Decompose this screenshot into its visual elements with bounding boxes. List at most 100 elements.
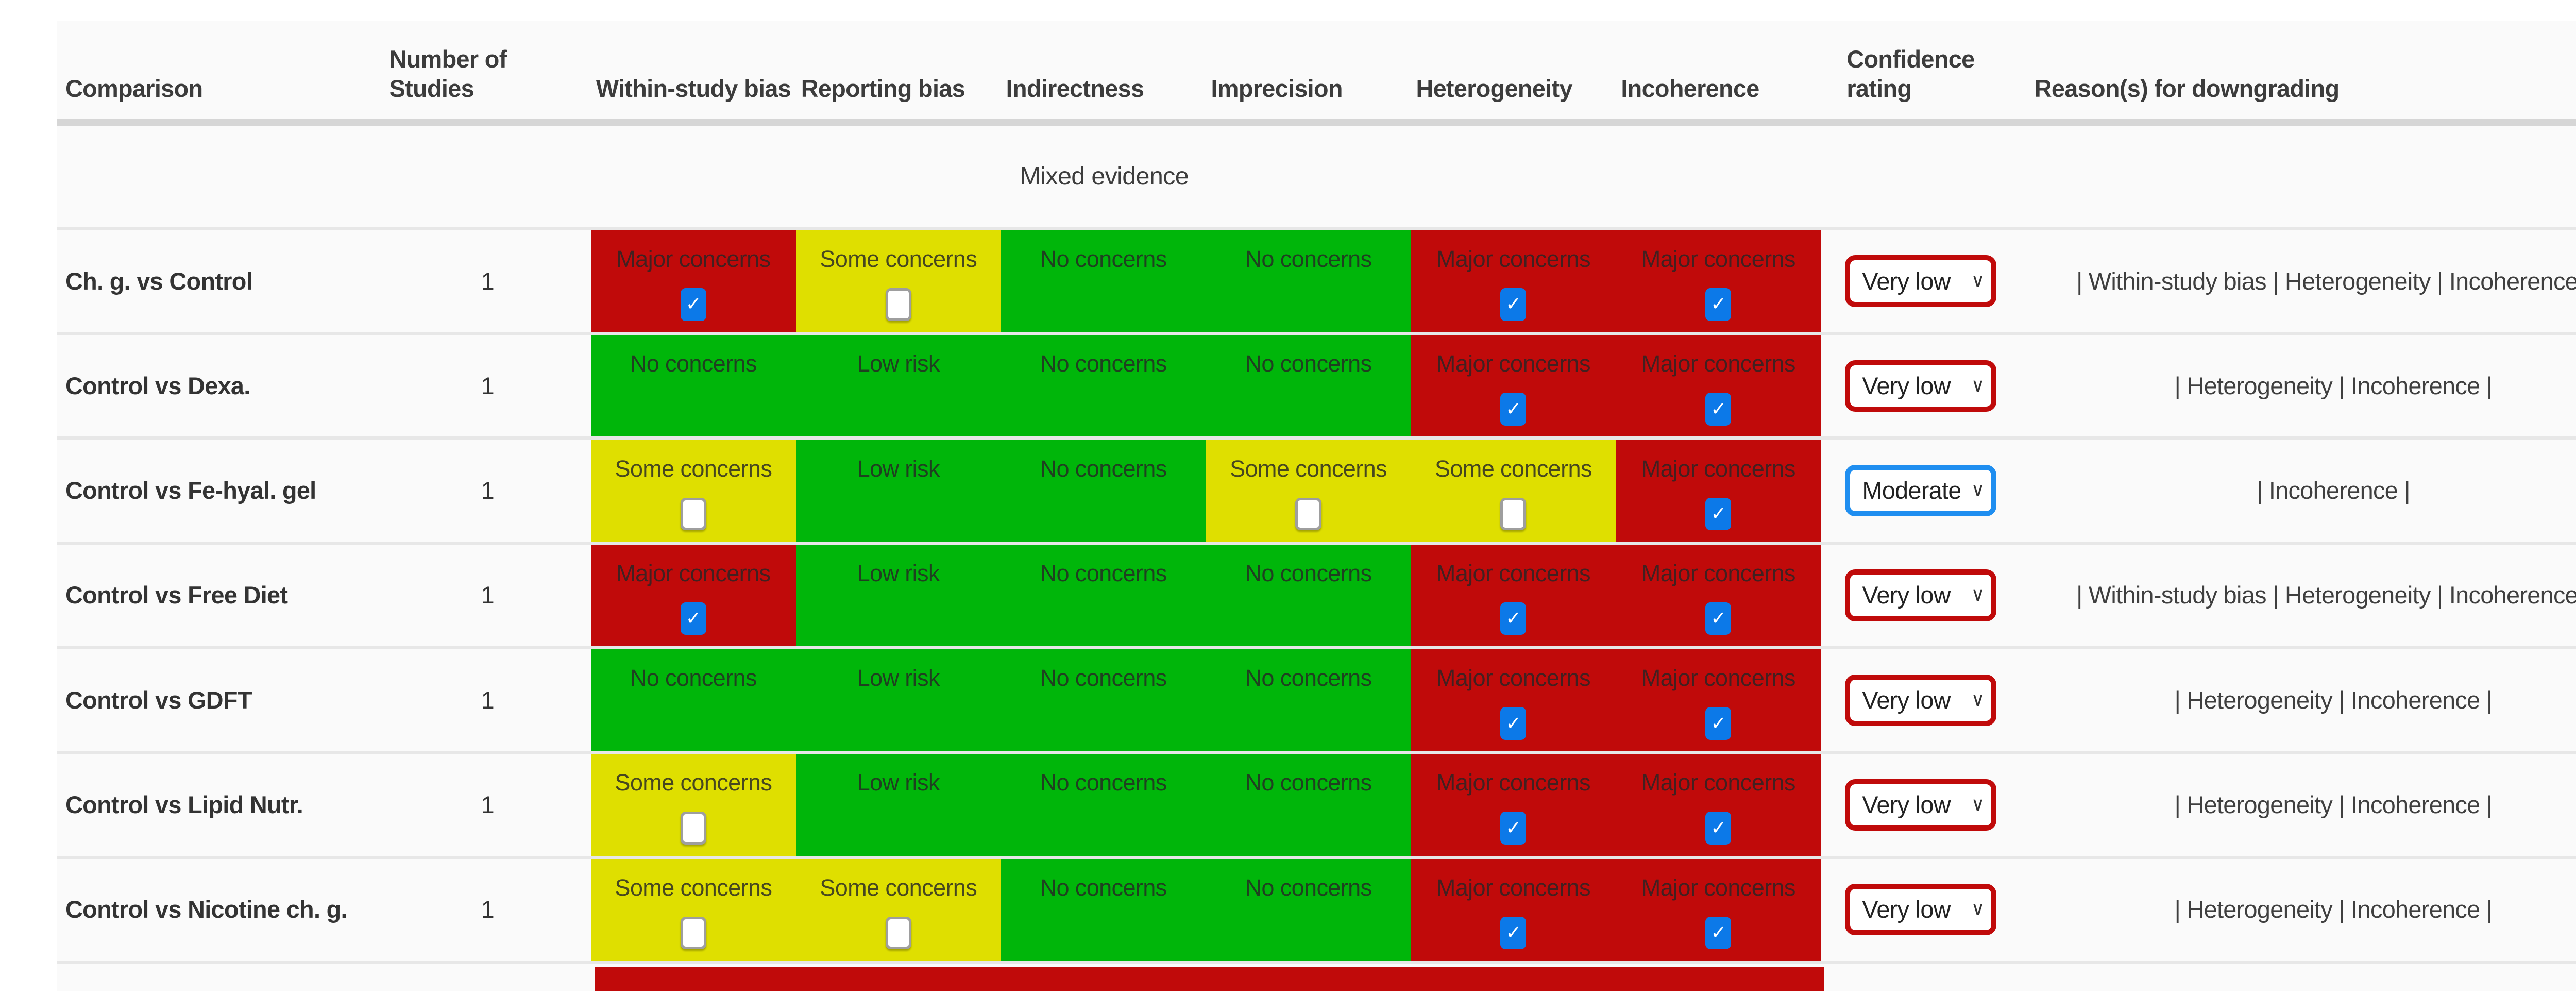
risk-label: Major concerns bbox=[1436, 769, 1591, 796]
domain-cell-within-study-bias: Some concerns bbox=[590, 440, 796, 542]
domain-cell-reporting-bias: Some concerns bbox=[795, 230, 1001, 332]
domain-cell-imprecision: No concerns bbox=[1206, 754, 1411, 856]
domain-cell-indirectness: No concerns bbox=[1001, 649, 1206, 751]
confidence-select[interactable]: Moderate bbox=[1845, 464, 1997, 517]
risk-label: No concerns bbox=[1040, 665, 1167, 692]
checkbox-checked[interactable] bbox=[1500, 812, 1527, 845]
confidence-select[interactable]: Very low bbox=[1845, 884, 1997, 936]
checkbox-checked[interactable] bbox=[1500, 916, 1527, 950]
risk-label: Major concerns bbox=[1641, 560, 1796, 586]
risk-label: Major concerns bbox=[1436, 246, 1591, 273]
checkbox-checked[interactable] bbox=[1500, 288, 1527, 321]
domain-cell-imprecision: No concerns bbox=[1206, 649, 1411, 751]
col-header-within-study-bias: Within-study bias bbox=[596, 75, 791, 102]
n-studies-cell: 1 bbox=[481, 791, 495, 818]
domain-cell-indirectness: No concerns bbox=[1001, 858, 1206, 961]
table-body: Ch. g. vs Control 1 Major concerns Some con… bbox=[57, 230, 2576, 964]
checkbox-unchecked[interactable] bbox=[1500, 497, 1527, 531]
comparison-cell: Control vs Lipid Nutr. bbox=[65, 791, 303, 818]
col-header-heterogeneity: Heterogeneity bbox=[1416, 75, 1572, 102]
risk-label: No concerns bbox=[1245, 350, 1372, 377]
checkbox-unchecked[interactable] bbox=[680, 916, 706, 950]
evidence-table: Comparison Number of Studies Within-stud… bbox=[57, 21, 2576, 991]
checkbox-unchecked[interactable] bbox=[1295, 497, 1321, 531]
col-header-reporting-bias: Reporting bias bbox=[801, 75, 965, 102]
col-header-indirectness: Indirectness bbox=[1006, 75, 1144, 102]
n-studies-cell: 1 bbox=[481, 372, 495, 399]
confidence-select[interactable]: Very low bbox=[1845, 674, 1997, 726]
risk-label: Some concerns bbox=[615, 769, 772, 796]
risk-label: No concerns bbox=[1245, 874, 1372, 901]
domain-cell-indirectness: No concerns bbox=[1001, 754, 1206, 856]
reasons-cell: | Incoherence | bbox=[2257, 477, 2411, 504]
checkbox-checked[interactable] bbox=[1705, 393, 1732, 426]
risk-label: No concerns bbox=[1040, 769, 1167, 796]
header-row: Comparison Number of Studies Within-stud… bbox=[57, 21, 2576, 126]
risk-label: No concerns bbox=[1040, 350, 1167, 377]
section-row: Mixed evidence bbox=[57, 126, 2576, 230]
risk-label: Major concerns bbox=[1641, 769, 1796, 796]
confidence-select-wrap: Very low bbox=[1845, 674, 1997, 726]
n-studies-cell: 1 bbox=[481, 267, 495, 295]
risk-label: Major concerns bbox=[1436, 874, 1591, 901]
risk-label: No concerns bbox=[1040, 560, 1167, 586]
comparison-cell: Control vs Fe-hyal. gel bbox=[65, 477, 316, 504]
domain-cell-reporting-bias: Low risk bbox=[795, 440, 1001, 542]
n-studies-cell: 1 bbox=[481, 686, 495, 714]
confidence-cell: Very low bbox=[1821, 754, 2013, 855]
risk-label: Some concerns bbox=[615, 874, 772, 901]
checkbox-checked[interactable] bbox=[680, 288, 706, 321]
checkbox-checked[interactable] bbox=[1705, 288, 1732, 321]
confidence-select-wrap: Very low bbox=[1845, 255, 1997, 307]
checkbox-checked[interactable] bbox=[1500, 707, 1527, 740]
checkbox-unchecked[interactable] bbox=[680, 497, 706, 531]
table-row: Ch. g. vs Control 1 Major concerns Some con… bbox=[57, 230, 2576, 335]
checkbox-unchecked[interactable] bbox=[680, 812, 706, 845]
risk-label: No concerns bbox=[1245, 246, 1372, 273]
checkbox-checked[interactable] bbox=[1705, 812, 1732, 845]
domain-cell-reporting-bias: Low risk bbox=[795, 544, 1001, 647]
risk-label: No concerns bbox=[1245, 665, 1372, 692]
domain-cell-incoherence: Major concerns bbox=[1616, 440, 1821, 542]
domain-cell-reporting-bias: Low risk bbox=[795, 649, 1001, 751]
risk-label: Some concerns bbox=[1230, 455, 1387, 482]
col-header-imprecision: Imprecision bbox=[1211, 75, 1343, 102]
checkbox-checked[interactable] bbox=[1705, 602, 1732, 635]
n-studies-cell: 1 bbox=[481, 477, 495, 504]
checkbox-checked[interactable] bbox=[1705, 707, 1732, 740]
checkbox-checked[interactable] bbox=[1500, 602, 1527, 635]
checkbox-checked[interactable] bbox=[680, 602, 706, 635]
table-row: Control vs Dexa. 1 No concerns Low risk No c… bbox=[57, 335, 2576, 440]
n-studies-cell: 1 bbox=[481, 896, 495, 923]
domain-cell-heterogeneity: Major concerns bbox=[1411, 230, 1616, 332]
comparison-cell: Control vs Nicotine ch. g. bbox=[65, 896, 347, 923]
checkbox-checked[interactable] bbox=[1500, 393, 1527, 426]
risk-label: Low risk bbox=[857, 560, 940, 586]
confidence-select[interactable]: Very low bbox=[1845, 779, 1997, 831]
checkbox-unchecked[interactable] bbox=[885, 916, 911, 950]
reasons-cell: | Within-study bias | Heterogeneity | In… bbox=[2076, 582, 2576, 609]
domain-cell-within-study-bias: Major concerns bbox=[590, 230, 796, 332]
domain-cell-within-study-bias: Some concerns bbox=[590, 858, 796, 961]
checkbox-unchecked[interactable] bbox=[885, 288, 911, 321]
risk-label: Major concerns bbox=[1436, 665, 1591, 692]
checkbox-checked[interactable] bbox=[1705, 497, 1732, 531]
risk-label: Major concerns bbox=[1641, 455, 1796, 482]
confidence-select[interactable]: Very low bbox=[1845, 569, 1997, 621]
confidence-select[interactable]: Very low bbox=[1845, 360, 1997, 412]
confidence-cell: Very low bbox=[1821, 335, 2013, 436]
confidence-select-wrap: Very low bbox=[1845, 360, 1997, 412]
risk-label: Major concerns bbox=[1641, 350, 1796, 377]
reasons-cell: | Heterogeneity | Incoherence | bbox=[2174, 686, 2493, 714]
risk-label: Major concerns bbox=[1436, 350, 1591, 377]
risk-label: Some concerns bbox=[1434, 455, 1592, 482]
next-row-partial-cells bbox=[594, 967, 1824, 991]
confidence-cell: Very low bbox=[1821, 859, 2013, 961]
checkbox-checked[interactable] bbox=[1705, 916, 1732, 950]
risk-label: Low risk bbox=[857, 665, 940, 692]
confidence-select-wrap: Very low bbox=[1845, 779, 1997, 831]
domain-cell-imprecision: No concerns bbox=[1206, 230, 1411, 332]
confidence-select[interactable]: Very low bbox=[1845, 255, 1997, 307]
risk-label: No concerns bbox=[1040, 455, 1167, 482]
